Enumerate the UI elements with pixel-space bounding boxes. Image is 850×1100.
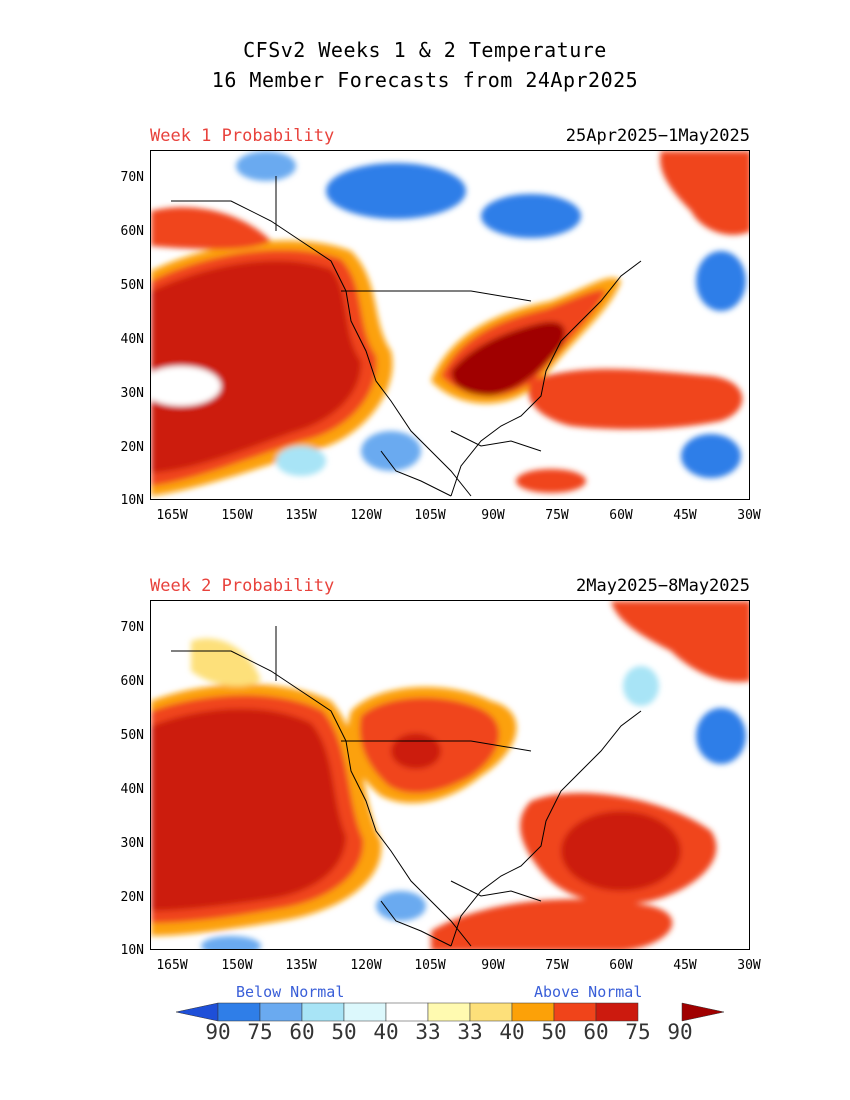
legend-swatch (469, 1002, 513, 1022)
week2-ytick: 60N (120, 674, 144, 689)
legend-arrow-below (176, 1002, 219, 1022)
color-legend-bar (176, 1002, 725, 1022)
week1-ytick: 20N (120, 440, 144, 455)
week1-map-svg (151, 151, 749, 497)
legend-swatch (385, 1002, 429, 1022)
week2-xtick: 135W (285, 958, 317, 973)
legend-number: 40 (499, 1020, 525, 1044)
legend-number: 40 (373, 1020, 399, 1044)
legend-number: 50 (331, 1020, 357, 1044)
legend-number: 33 (457, 1020, 483, 1044)
week1-xtick: 135W (285, 508, 317, 523)
legend-number: 90 (667, 1020, 693, 1044)
week1-ytick: 70N (120, 170, 144, 185)
week2-xtick: 30W (737, 958, 761, 973)
legend-number: 33 (415, 1020, 441, 1044)
week2-ytick: 50N (120, 728, 144, 743)
week2-xtick: 45W (673, 958, 697, 973)
week2-xtick: 105W (414, 958, 446, 973)
week1-xtick: 90W (481, 508, 505, 523)
week2-xtick: 75W (545, 958, 569, 973)
legend-arrow-above (681, 1002, 725, 1022)
legend-number: 50 (541, 1020, 567, 1044)
legend-swatch (301, 1002, 345, 1022)
week2-ytick: 40N (120, 782, 144, 797)
week2-label: Week 2 Probability (150, 576, 335, 596)
week1-dates: 25Apr2025−1May2025 (565, 126, 750, 146)
week2-xtick: 120W (350, 958, 382, 973)
week2-ytick: 30N (120, 836, 144, 851)
week2-map-svg (151, 601, 749, 949)
week1-xtick: 120W (350, 508, 382, 523)
week1-xtick: 45W (673, 508, 697, 523)
week2-xtick: 90W (481, 958, 505, 973)
legend-number: 90 (205, 1020, 231, 1044)
legend-swatch (595, 1002, 639, 1022)
chart-title-line2: 16 Member Forecasts from 24Apr2025 (211, 68, 639, 92)
week2-ytick: 70N (120, 620, 144, 635)
legend-swatch (217, 1002, 261, 1022)
week2-xtick: 165W (156, 958, 188, 973)
legend-swatch (259, 1002, 303, 1022)
week1-map (150, 150, 750, 500)
legend-number: 75 (247, 1020, 273, 1044)
week1-ytick: 30N (120, 386, 144, 401)
legend-swatch (553, 1002, 597, 1022)
week1-ytick: 60N (120, 224, 144, 239)
week1-xtick: 75W (545, 508, 569, 523)
chart-title-line1: CFSv2 Weeks 1 & 2 Temperature (243, 38, 607, 62)
week1-xtick: 150W (221, 508, 253, 523)
legend-swatch (427, 1002, 471, 1022)
week1-xtick: 30W (737, 508, 761, 523)
week1-xtick: 105W (414, 508, 446, 523)
week2-xtick: 150W (221, 958, 253, 973)
legend-swatch (343, 1002, 387, 1022)
week2-ytick: 10N (120, 943, 144, 958)
week1-xtick: 60W (609, 508, 633, 523)
week1-ytick: 40N (120, 332, 144, 347)
legend-number: 75 (625, 1020, 651, 1044)
legend-swatch (511, 1002, 555, 1022)
legend-above-label: Above Normal (534, 983, 643, 1001)
legend-below-label: Below Normal (236, 983, 345, 1001)
week2-dates: 2May2025−8May2025 (576, 576, 750, 596)
week2-xtick: 60W (609, 958, 633, 973)
week2-ytick: 20N (120, 890, 144, 905)
legend-number: 60 (289, 1020, 315, 1044)
legend-number: 60 (583, 1020, 609, 1044)
week1-ytick: 50N (120, 278, 144, 293)
week1-ytick: 10N (120, 493, 144, 508)
week1-label: Week 1 Probability (150, 126, 335, 146)
week1-xtick: 165W (156, 508, 188, 523)
week2-map (150, 600, 750, 950)
